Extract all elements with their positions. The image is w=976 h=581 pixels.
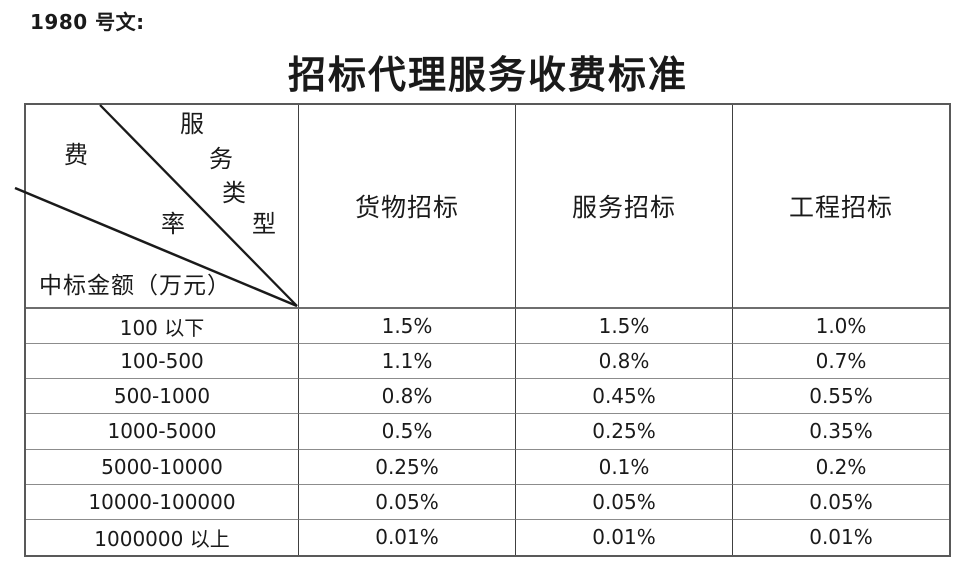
fee-cell: 0.01% [732, 519, 949, 555]
fee-cell: 0.01% [515, 519, 732, 555]
corner-type-char-4: 型 [252, 212, 276, 238]
row-label: 1000-5000 [26, 414, 298, 450]
fee-cell: 0.05% [298, 484, 515, 520]
doc-number-label: 1980 号文: [30, 10, 145, 34]
fee-cell: 1.5% [515, 309, 732, 345]
column-header-works: 工程招标 [732, 105, 949, 309]
corner-type-char-2: 务 [209, 147, 233, 173]
row-label: 500-1000 [26, 379, 298, 415]
fee-cell: 0.5% [298, 414, 515, 450]
fee-cell: 0.8% [515, 344, 732, 380]
fee-cell: 0.25% [515, 414, 732, 450]
corner-type-char-3: 类 [222, 181, 246, 207]
row-label: 100 以下 [26, 309, 298, 345]
table-corner-cell: 服 务 类 型 费 率 中标金额（万元） [14, 104, 298, 309]
fee-cell: 0.2% [732, 449, 949, 485]
corner-type-char-1: 服 [180, 112, 204, 138]
row-label: 5000-10000 [26, 450, 298, 485]
fee-cell: 1.5% [298, 309, 515, 345]
fee-cell: 1.1% [298, 344, 515, 380]
fee-cell: 0.05% [732, 484, 949, 520]
row-label: 100-500 [26, 344, 298, 380]
fee-cell: 0.05% [515, 484, 732, 520]
corner-rate-char-1: 费 [64, 143, 88, 169]
fee-cell: 0.35% [732, 414, 949, 450]
fee-cell: 0.7% [732, 344, 949, 380]
fee-cell: 0.25% [298, 449, 515, 485]
column-header-services: 服务招标 [515, 105, 732, 309]
row-label: 1000000 以上 [94, 526, 230, 551]
diagonal-divider-lines [14, 104, 298, 308]
corner-rate-char-2: 率 [161, 212, 185, 238]
fee-cell: 1.0% [732, 309, 949, 345]
page-title: 招标代理服务收费标准 [287, 55, 688, 97]
row-label: 10000-100000 [26, 485, 298, 520]
fee-cell: 0.45% [515, 379, 732, 415]
fee-cell: 0.1% [515, 449, 732, 485]
corner-row-axis-label: 中标金额（万元） [39, 273, 231, 298]
column-header-goods: 货物招标 [298, 105, 515, 309]
fee-cell: 0.8% [298, 379, 515, 415]
fee-table: 服 务 类 型 费 率 中标金额（万元） 货物招标 服务招标 工程招标 100 … [14, 103, 951, 557]
fee-cell: 0.01% [298, 519, 515, 555]
fee-cell: 0.55% [732, 379, 949, 415]
